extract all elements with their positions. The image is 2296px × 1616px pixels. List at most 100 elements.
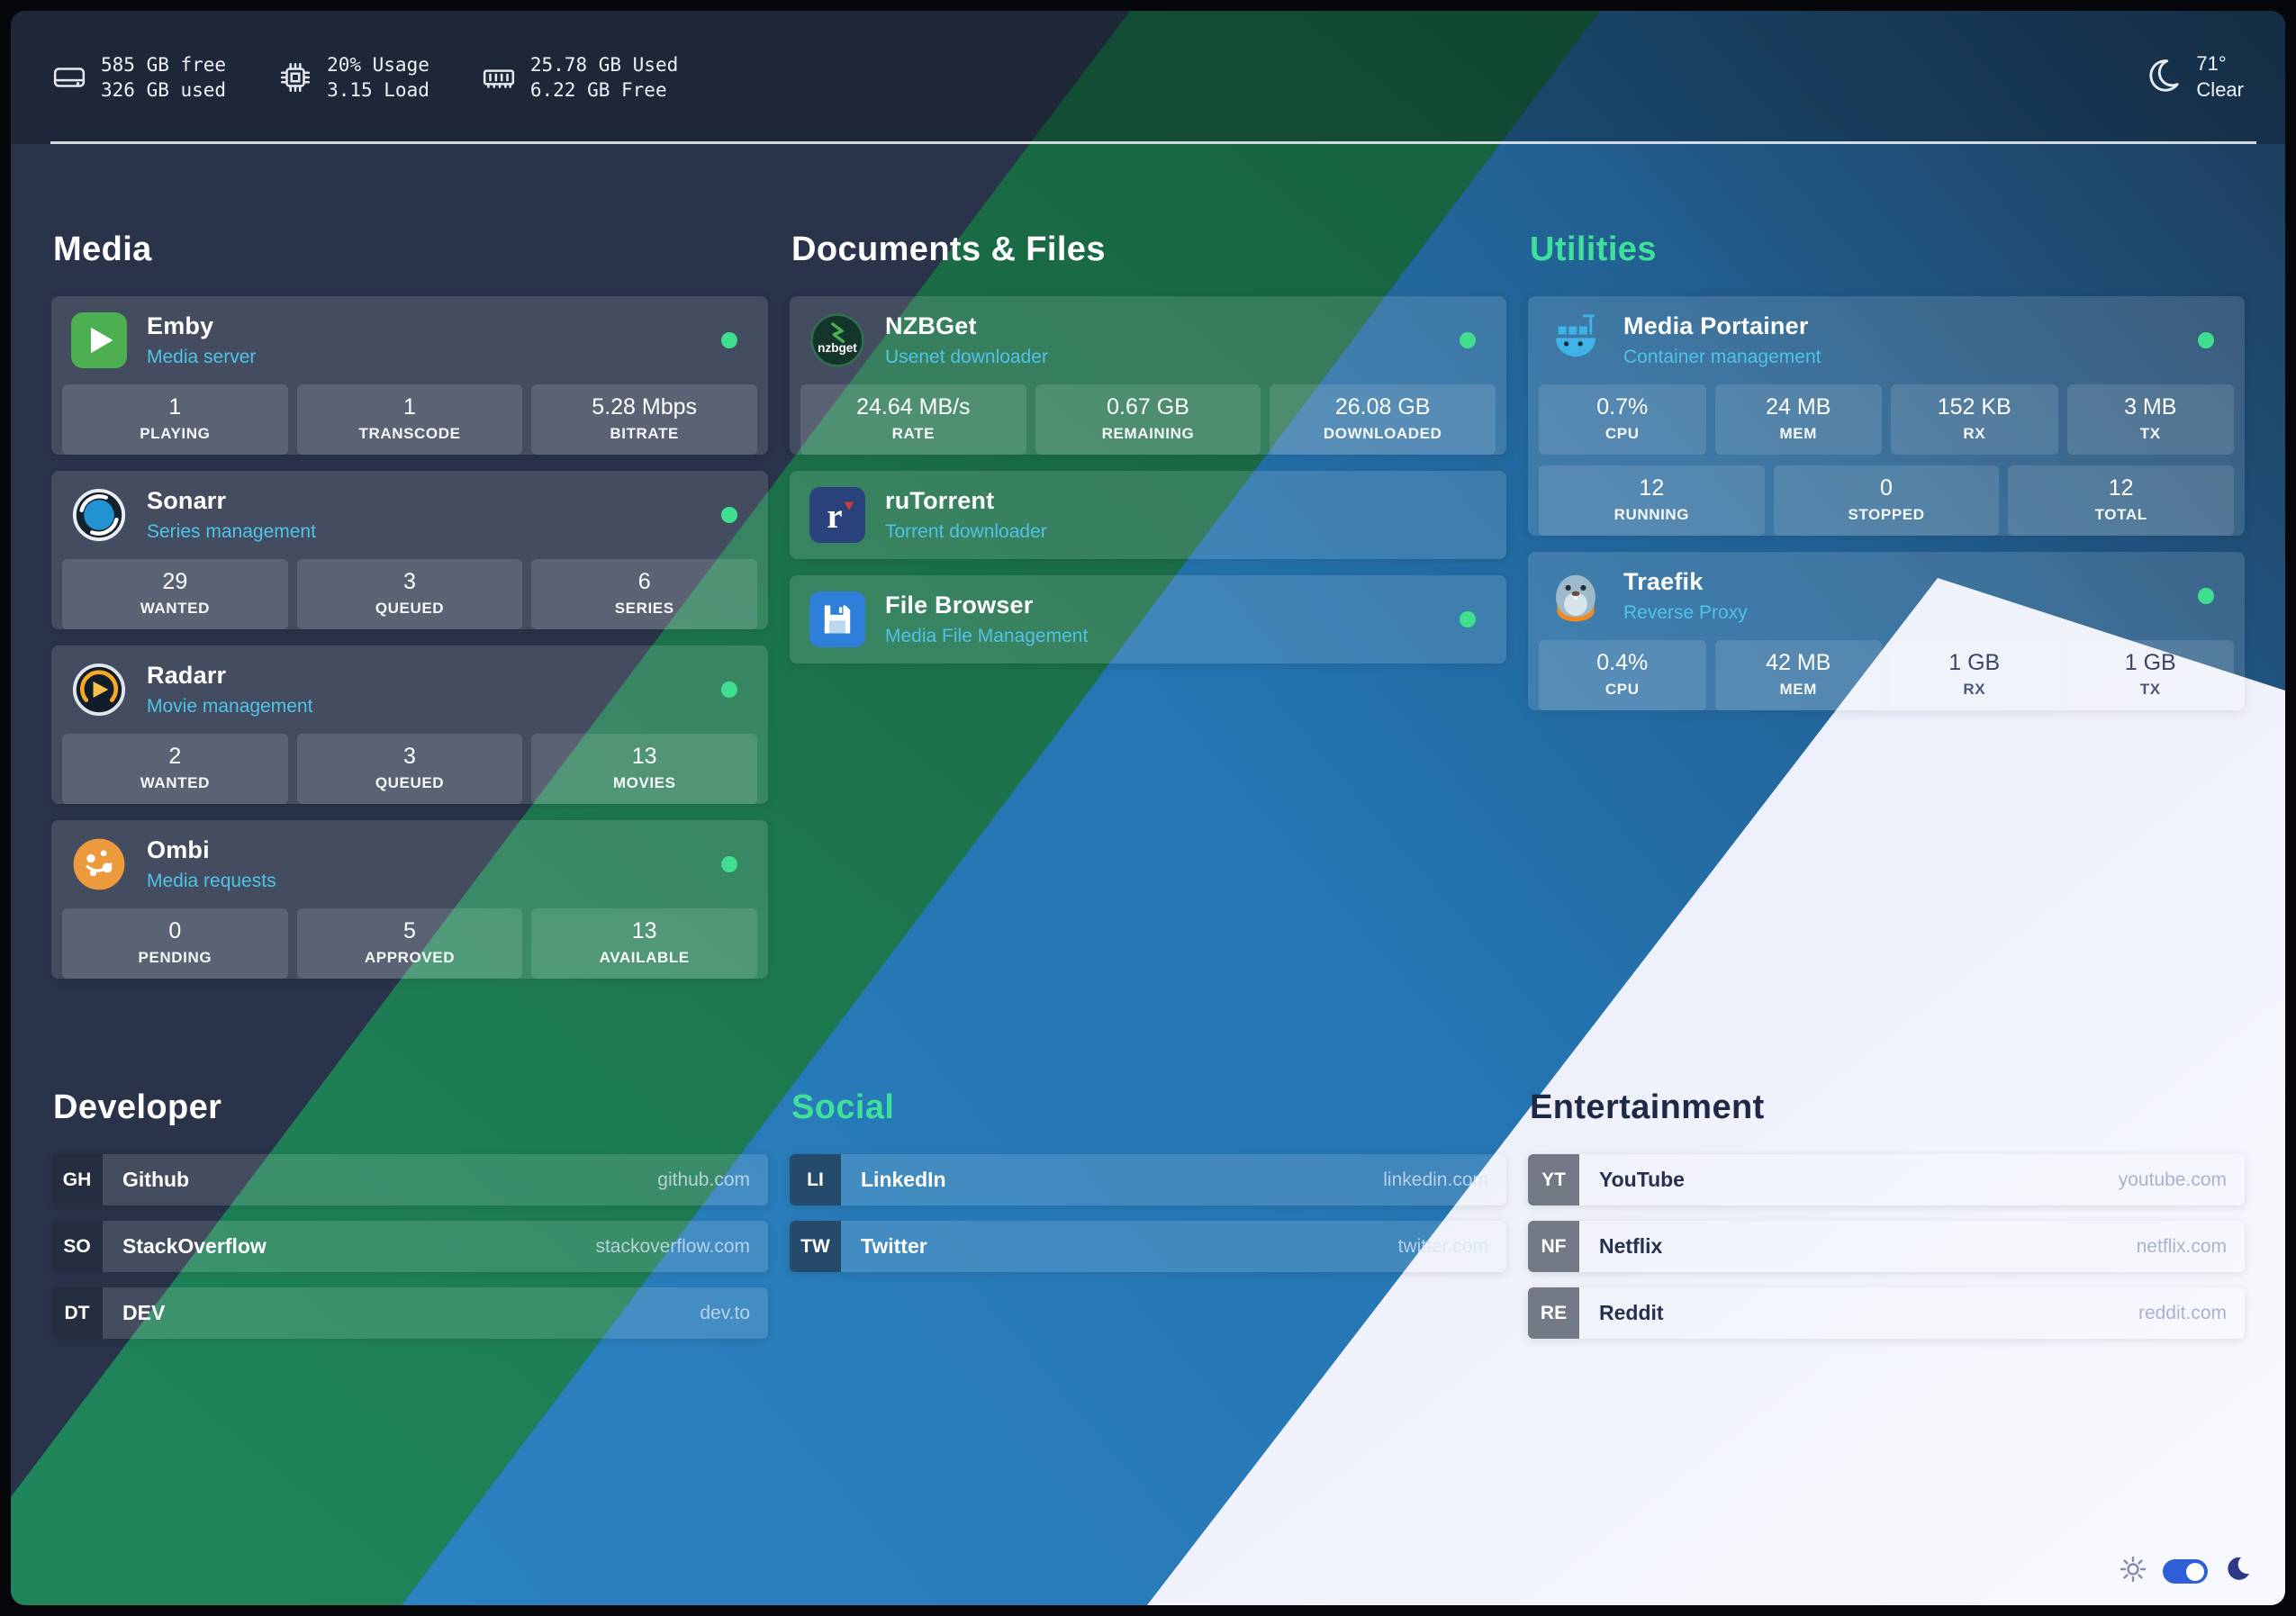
link-linkedin[interactable]: LI LinkedIn linkedin.com [790,1154,1506,1205]
service-card-filebrowser[interactable]: File Browser Media File Management [790,575,1506,664]
status-dot [721,332,737,348]
stat-queued: 3 QUEUED [296,559,523,629]
service-card-sonarr[interactable]: Sonarr Series management 29 WANTED 3 QUEUE… [51,471,768,629]
link-twitter[interactable]: TW Twitter twitter.com [790,1221,1506,1272]
service-name: File Browser [885,591,1034,618]
link-tag: RE [1528,1287,1579,1339]
theme-controls [2120,1556,2251,1587]
link-tag: DT [51,1287,103,1339]
stat-total: 12 TOTAL [2008,465,2235,536]
link-url: twitter.com [1397,1235,1488,1257]
service-card-radarr[interactable]: Radarr Movie management 2 WANTED 3 QUEUED … [51,645,768,804]
link-github[interactable]: GH Github github.com [51,1154,768,1205]
stat-rx: 1 GB RX [1891,640,2058,710]
link-name: Reddit [1599,1301,1664,1324]
portainer-icon [1548,312,1604,368]
theme-toggle[interactable] [2163,1559,2208,1584]
service-name: NZBGet [885,312,977,339]
service-card-emby[interactable]: Emby Media server 1 PLAYING 1 TRANSCODE 5.… [51,296,768,455]
stat-remaining: 0.67 GB REMAINING [1035,384,1261,455]
section-entertainment: Entertainment YT YouTube youtube.com NF … [1528,1088,2245,1354]
section-utilities: Utilities [1528,230,2245,995]
radarr-icon [71,662,127,718]
filebrowser-icon [809,591,865,647]
moon-weather-icon [2140,55,2182,101]
service-name: Media Portainer [1623,312,1809,339]
stat-mem: 42 MB MEM [1714,640,1882,710]
svg-text:nzbget: nzbget [818,341,857,355]
link-name: StackOverflow [122,1234,267,1258]
emby-icon [71,312,127,368]
stat-wanted: 29 WANTED [62,559,288,629]
topbar-divider [50,141,2256,144]
link-url: reddit.com [2138,1302,2227,1323]
light-mode-icon [2120,1556,2147,1587]
cpu-stats: 20% Usage 3.15 Load [278,52,429,104]
disk-free: 585 GB free [101,53,227,76]
service-subtitle: Torrent downloader [885,521,1047,542]
section-title-entertainment: Entertainment [1530,1088,1765,1126]
service-name: Sonarr [147,487,227,514]
sonarr-icon [71,487,127,543]
service-card-ombi[interactable]: Ombi Media requests 0 PENDING 5 APPROVED 1… [51,820,768,979]
link-url: github.com [657,1169,750,1190]
cpu-icon [278,60,312,95]
weather-condition: Clear [2196,78,2244,101]
link-tag: YT [1528,1154,1579,1205]
link-stackoverflow[interactable]: SO StackOverflow stackoverflow.com [51,1221,768,1272]
stat-cpu: 0.4% CPU [1539,640,1706,710]
link-url: youtube.com [2118,1169,2227,1190]
service-name: ruTorrent [885,487,995,514]
section-media: Media Emby Media server [51,230,768,995]
link-netflix[interactable]: NF Netflix netflix.com [1528,1221,2245,1272]
link-tag: LI [790,1154,841,1205]
status-dot [2198,332,2214,348]
stat-cpu: 0.7% CPU [1539,384,1706,455]
link-name: Github [122,1168,190,1191]
stat-playing: 1 PLAYING [62,384,288,455]
service-subtitle: Container management [1623,347,1821,367]
top-status-bar: 585 GB free 326 GB used [11,11,2285,144]
service-card-portainer[interactable]: Media Portainer Container management 0.7… [1528,296,2245,536]
service-subtitle: Reverse Proxy [1623,602,1748,623]
link-url: linkedin.com [1383,1169,1488,1190]
service-card-nzbget[interactable]: nzbget NZBGet Usenet downloader 24.64 MB… [790,296,1506,455]
cpu-usage: 20% Usage [327,53,429,76]
disk-icon [52,60,86,95]
status-dot [1460,611,1476,627]
link-name: LinkedIn [861,1168,946,1191]
stat-tx: 3 MB TX [2066,384,2234,455]
section-title-documents: Documents & Files [791,230,1106,268]
link-url: netflix.com [2136,1235,2227,1257]
service-subtitle: Media requests [147,871,276,891]
service-subtitle: Usenet downloader [885,347,1048,367]
section-title-media: Media [53,230,152,268]
section-title-developer: Developer [53,1088,222,1126]
link-url: dev.to [700,1302,750,1323]
section-social: Social LI LinkedIn linkedin.com TW Twitt… [790,1088,1506,1354]
stat-available: 13 AVAILABLE [531,908,758,979]
dark-mode-icon [2224,1556,2251,1587]
rutorrent-icon: r [809,487,865,543]
ram-icon [482,60,516,95]
service-card-traefik[interactable]: Traefik Reverse Proxy 0.4% CPU 42 MB MEM 1… [1528,552,2245,710]
link-reddit[interactable]: RE Reddit reddit.com [1528,1287,2245,1339]
service-card-rutorrent[interactable]: r ruTorrent Torrent downloader [790,471,1506,559]
weather-temperature: 71° [2196,52,2227,76]
stat-pending: 0 PENDING [62,908,288,979]
link-youtube[interactable]: YT YouTube youtube.com [1528,1154,2245,1205]
link-tag: NF [1528,1221,1579,1272]
section-title-social: Social [791,1088,895,1126]
cpu-load: 3.15 Load [327,79,429,101]
status-dot [721,856,737,872]
ram-used: 25.78 GB Used [529,53,679,76]
link-dev[interactable]: DT DEV dev.to [51,1287,768,1339]
service-subtitle: Series management [147,521,316,542]
link-name: YouTube [1599,1168,1685,1191]
service-name: Radarr [147,662,227,689]
section-title-utilities: Utilities [1530,230,1657,268]
stat-series: 6 SERIES [531,559,758,629]
service-name: Emby [147,312,214,339]
ombi-icon [71,836,127,892]
service-subtitle: Media File Management [885,626,1089,646]
